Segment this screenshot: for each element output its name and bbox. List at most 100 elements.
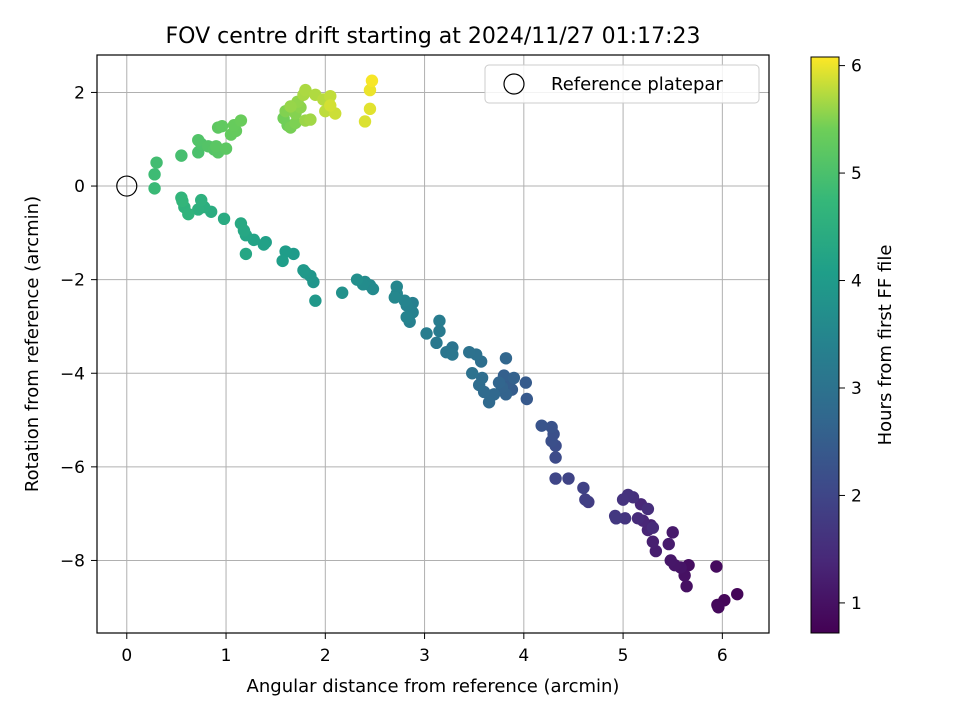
x-tick-label: 3 — [419, 646, 430, 666]
data-point — [297, 264, 310, 277]
x-axis-label: Angular distance from reference (arcmin) — [247, 676, 620, 697]
data-point — [299, 83, 312, 97]
data-point — [666, 526, 679, 539]
data-point — [475, 371, 489, 385]
y-tick-label: 2 — [74, 83, 85, 103]
chart-title: FOV centre drift starting at 2024/11/27 … — [166, 24, 701, 49]
data-point — [710, 560, 723, 573]
colorbar-label: Hours from first FF file — [875, 245, 896, 446]
data-point — [549, 451, 562, 464]
x-tick-label: 6 — [717, 646, 728, 666]
data-point — [150, 156, 163, 169]
data-point — [192, 203, 205, 216]
data-point — [388, 291, 401, 304]
data-point — [535, 419, 548, 432]
legend-box — [484, 64, 760, 104]
data-point — [182, 207, 195, 221]
data-point — [562, 472, 575, 485]
y-tick-label: 0 — [74, 177, 85, 197]
y-tick-label: −4 — [60, 364, 85, 384]
data-point — [664, 554, 677, 567]
data-point — [148, 168, 161, 181]
data-point — [234, 114, 248, 127]
data-point — [363, 102, 377, 116]
data-points — [148, 74, 744, 614]
data-point — [219, 142, 233, 155]
y-tick-label: −8 — [60, 551, 85, 571]
data-point — [731, 587, 744, 601]
data-point — [646, 535, 660, 548]
data-point — [433, 314, 446, 328]
data-point — [520, 392, 534, 406]
data-point — [335, 286, 349, 299]
data-point — [446, 348, 459, 361]
colorbar-tick-label: 5 — [851, 164, 862, 184]
data-point — [284, 100, 297, 113]
data-point — [646, 521, 660, 534]
data-point — [618, 512, 632, 525]
data-point — [519, 376, 533, 389]
data-point — [492, 376, 506, 389]
data-point — [390, 280, 403, 293]
data-point — [175, 149, 188, 162]
data-point — [350, 273, 364, 286]
data-point — [616, 493, 630, 506]
data-point — [482, 396, 496, 409]
data-point — [304, 113, 317, 126]
y-tick-label: −2 — [60, 271, 85, 291]
data-point — [366, 282, 380, 296]
data-point — [466, 367, 479, 380]
reference-point — [116, 175, 138, 197]
data-point — [420, 327, 433, 340]
x-tick-label: 1 — [221, 646, 232, 666]
data-point — [215, 119, 229, 133]
colorbar-tick-label: 2 — [851, 486, 862, 506]
y-axis-ticks: −8 −6 −4 −2 0 2 — [60, 83, 97, 571]
data-point — [148, 182, 161, 195]
y-tick-label: −6 — [60, 458, 85, 478]
data-point — [365, 74, 379, 87]
x-axis-ticks: 0 1 2 3 4 5 6 — [121, 633, 728, 666]
data-point — [549, 472, 562, 485]
data-point — [358, 115, 372, 128]
data-point — [433, 324, 446, 338]
plot-frame — [96, 54, 770, 634]
legend-entry: Reference platepar — [551, 74, 723, 95]
data-point — [545, 420, 558, 434]
data-point — [239, 247, 253, 261]
x-tick-label: 4 — [518, 646, 529, 666]
data-point — [398, 294, 411, 307]
colorbar-ticks: 1 2 3 4 5 6 — [839, 57, 862, 614]
data-point — [400, 310, 413, 324]
colorbar-tick-label: 1 — [851, 594, 862, 614]
data-point — [279, 245, 292, 258]
data-point — [499, 352, 513, 365]
legend-marker — [503, 73, 525, 95]
data-point — [309, 294, 322, 307]
data-point — [463, 345, 476, 359]
data-point — [195, 193, 208, 207]
data-point — [324, 89, 337, 103]
data-point — [712, 601, 725, 614]
data-point — [176, 194, 189, 208]
data-point — [363, 83, 377, 97]
data-point — [579, 493, 592, 506]
reference-marker — [116, 175, 138, 197]
x-tick-label: 0 — [121, 646, 132, 666]
x-tick-label: 5 — [618, 646, 629, 666]
data-point — [649, 544, 663, 558]
data-point — [507, 371, 521, 385]
data-point — [289, 116, 302, 130]
x-tick-label: 2 — [320, 646, 331, 666]
colorbar — [810, 56, 840, 634]
data-point — [257, 238, 270, 251]
data-point — [662, 537, 675, 551]
data-point — [217, 212, 231, 226]
data-point — [276, 254, 289, 268]
data-point — [234, 217, 248, 230]
data-point — [609, 512, 623, 525]
data-point — [641, 502, 655, 516]
colorbar-tick-label: 4 — [851, 272, 862, 292]
colorbar-tick-label: 6 — [851, 57, 862, 77]
